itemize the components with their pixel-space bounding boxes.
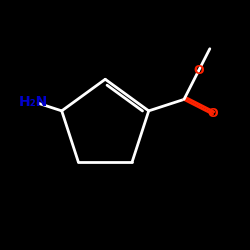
Text: O: O bbox=[193, 64, 204, 77]
Text: H₂N: H₂N bbox=[19, 95, 48, 109]
Text: O: O bbox=[207, 108, 218, 120]
